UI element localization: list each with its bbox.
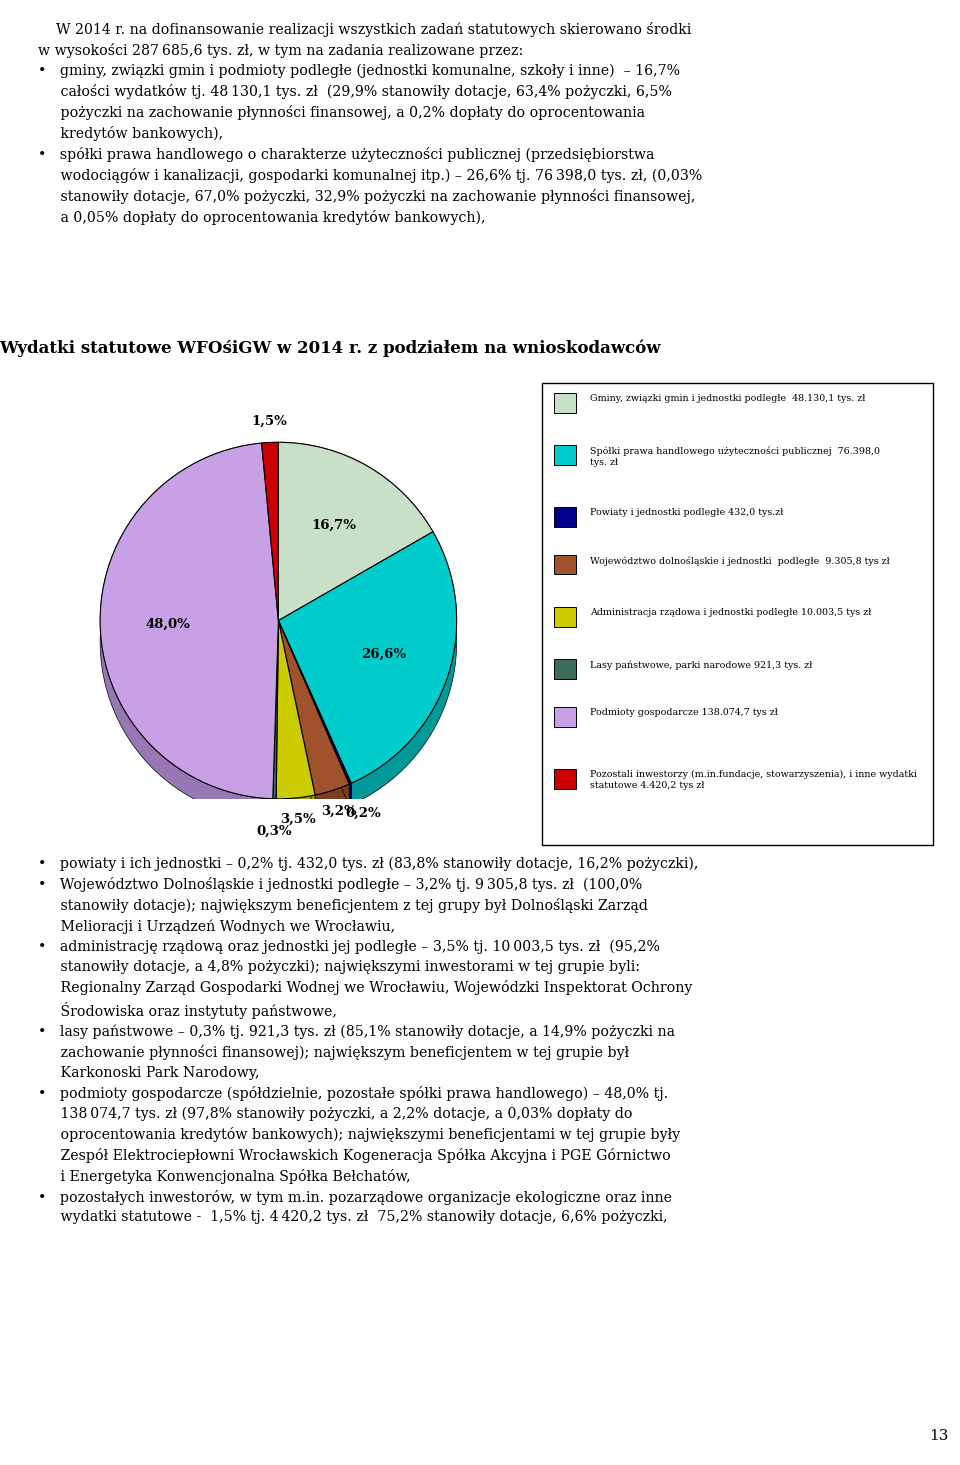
Polygon shape (278, 532, 433, 642)
Polygon shape (315, 784, 349, 816)
Polygon shape (278, 621, 349, 806)
FancyBboxPatch shape (554, 555, 576, 574)
Polygon shape (278, 621, 315, 816)
Text: W 2014 r. na dofinansowanie realizacji wszystkich zadań statutowych skierowano ś: W 2014 r. na dofinansowanie realizacji w… (38, 22, 703, 226)
Text: 1,5%: 1,5% (252, 415, 287, 428)
FancyBboxPatch shape (554, 708, 576, 727)
FancyBboxPatch shape (554, 507, 576, 527)
FancyBboxPatch shape (554, 607, 576, 627)
Text: 13: 13 (929, 1428, 948, 1443)
Wedge shape (273, 621, 278, 798)
Wedge shape (278, 532, 457, 784)
Text: Gminy, związki gmin i jednostki podległe  48.130,1 tys. zł: Gminy, związki gmin i jednostki podległe… (590, 394, 865, 403)
Text: Powiaty i jednostki podległe 432,0 tys.zł: Powiaty i jednostki podległe 432,0 tys.z… (590, 508, 783, 517)
Text: Pozostali inwestorzy (m.in.fundacje, stowarzyszenia), i inne wydatki
statutowe 4: Pozostali inwestorzy (m.in.fundacje, sto… (590, 771, 917, 790)
Wedge shape (278, 621, 351, 784)
Text: 48,0%: 48,0% (146, 618, 190, 630)
Text: Lasy państwowe, parki narodowe 921,3 tys. zł: Lasy państwowe, parki narodowe 921,3 tys… (590, 661, 812, 670)
FancyBboxPatch shape (541, 384, 933, 845)
Polygon shape (276, 621, 278, 820)
Polygon shape (278, 621, 351, 804)
Text: 16,7%: 16,7% (311, 519, 356, 532)
FancyBboxPatch shape (554, 393, 576, 413)
Polygon shape (278, 621, 315, 816)
Text: 0,3%: 0,3% (256, 825, 292, 838)
Text: 3,5%: 3,5% (280, 813, 316, 826)
Polygon shape (276, 795, 315, 820)
Polygon shape (262, 442, 278, 642)
Text: Wydatki statutowe WFOśiGW w 2014 r. z podziałem na wnioskodawców: Wydatki statutowe WFOśiGW w 2014 r. z po… (0, 340, 660, 356)
Wedge shape (278, 621, 349, 795)
Text: Spółki prawa handlowego użyteczności publicznej  76.398,0
tys. zł: Spółki prawa handlowego użyteczności pub… (590, 447, 880, 467)
Wedge shape (278, 442, 433, 621)
Text: Podmioty gospodarcze 138.074,7 tys zł: Podmioty gospodarcze 138.074,7 tys zł (590, 708, 778, 718)
Polygon shape (273, 621, 278, 820)
Polygon shape (351, 532, 457, 804)
Text: 26,6%: 26,6% (361, 648, 406, 661)
Text: 0,2%: 0,2% (346, 807, 381, 819)
Wedge shape (276, 621, 315, 798)
Wedge shape (100, 442, 278, 798)
Polygon shape (278, 621, 349, 806)
Text: •   powiaty i ich jednostki – 0,2% tj. 432,0 tys. zł (83,8% stanowiły dotacje, 1: • powiaty i ich jednostki – 0,2% tj. 432… (38, 857, 699, 1225)
Text: Administracja rządowa i jednostki podległe 10.003,5 tys zł: Administracja rządowa i jednostki podleg… (590, 608, 872, 617)
Text: 3,2%: 3,2% (321, 804, 357, 817)
Text: Województwo dolnośląskie i jednostki  podległe  9.305,8 tys zł: Województwo dolnośląskie i jednostki pod… (590, 555, 890, 565)
Polygon shape (278, 532, 433, 642)
Polygon shape (262, 442, 278, 642)
Polygon shape (273, 798, 276, 820)
Polygon shape (349, 784, 351, 806)
Polygon shape (262, 442, 278, 464)
FancyBboxPatch shape (554, 659, 576, 680)
Wedge shape (262, 442, 278, 621)
Polygon shape (100, 442, 273, 820)
Polygon shape (273, 621, 278, 820)
Polygon shape (276, 621, 278, 820)
FancyBboxPatch shape (554, 445, 576, 464)
FancyBboxPatch shape (554, 769, 576, 788)
Polygon shape (278, 621, 351, 804)
Polygon shape (278, 442, 433, 554)
